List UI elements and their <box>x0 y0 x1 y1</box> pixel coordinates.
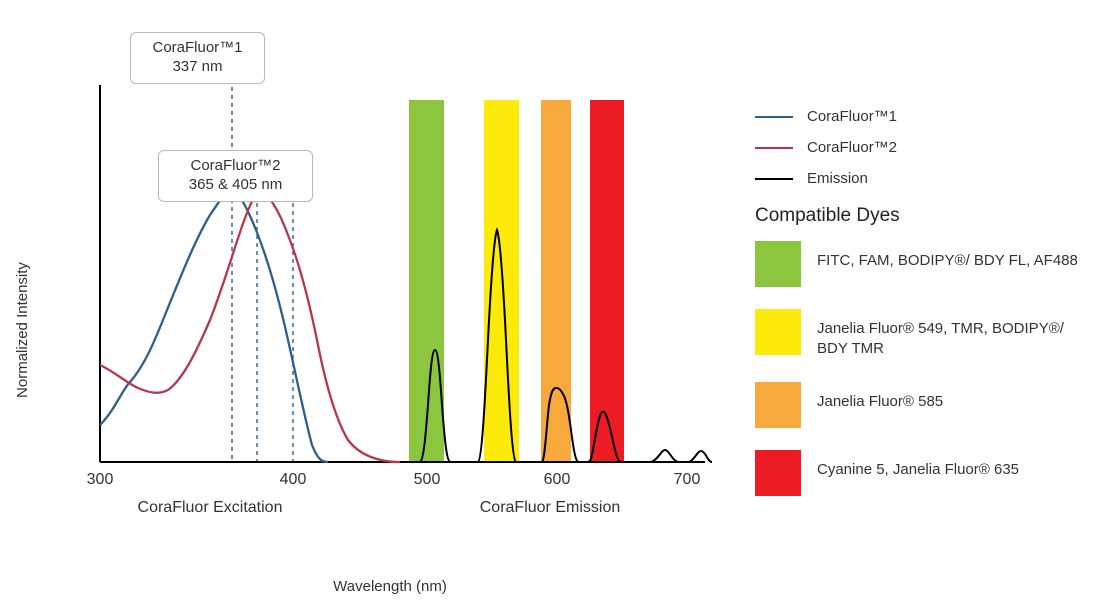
legend-panel: CoraFluor™1 CoraFluor™2 Emission Compati… <box>755 108 1085 518</box>
spectra-svg: 300 400 500 600 700 CoraFluor Excitation… <box>60 20 720 550</box>
dye-row-jf549: Janelia Fluor® 549, TMR, BODIPY®/ BDY TM… <box>755 309 1085 360</box>
dye-row-jf585: Janelia Fluor® 585 <box>755 382 1085 428</box>
compatible-dyes-title: Compatible Dyes <box>755 205 1085 227</box>
dye-row-cy5: Cyanine 5, Janelia Fluor® 635 <box>755 450 1085 496</box>
dye-row-fitc: FITC, FAM, BODIPY®/ BDY FL, AF488 <box>755 241 1085 287</box>
legend-item-emission: Emission <box>755 170 1085 187</box>
xtick-700: 700 <box>674 471 701 488</box>
xtick-500: 500 <box>414 471 441 488</box>
y-axis-title: Normalized Intensity <box>14 220 31 440</box>
jf549-swatch <box>755 309 801 355</box>
cy5-swatch <box>755 450 801 496</box>
legend-item-corafluor2: CoraFluor™2 <box>755 139 1085 156</box>
jf549-band <box>484 100 519 462</box>
sub-label-excitation: CoraFluor Excitation <box>138 499 283 516</box>
xtick-300: 300 <box>87 471 114 488</box>
fitc-swatch <box>755 241 801 287</box>
xtick-400: 400 <box>280 471 307 488</box>
legend-item-corafluor1: CoraFluor™1 <box>755 108 1085 125</box>
x-axis-title: Wavelength (nm) <box>60 578 720 595</box>
fitc-band <box>409 100 444 462</box>
jf585-swatch <box>755 382 801 428</box>
sub-label-emission: CoraFluor Emission <box>480 499 620 516</box>
corafluor1-curve <box>100 188 328 462</box>
xtick-600: 600 <box>544 471 571 488</box>
chart-area: 300 400 500 600 700 CoraFluor Excitation… <box>60 20 720 550</box>
corafluor2-curve <box>100 190 400 462</box>
chart-page: 300 400 500 600 700 CoraFluor Excitation… <box>0 0 1110 612</box>
cy5-band <box>590 100 624 462</box>
